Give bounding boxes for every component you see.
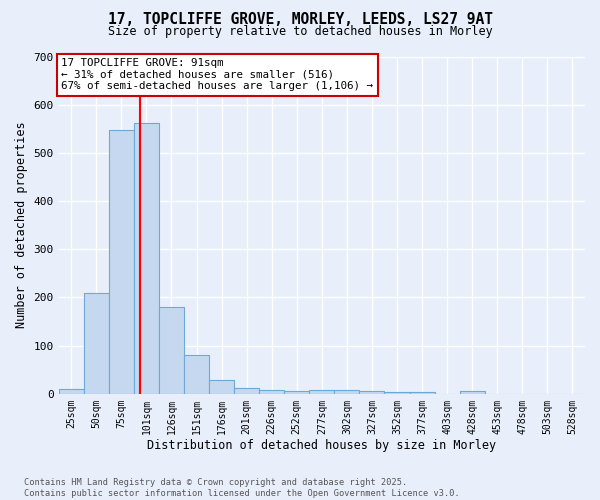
Bar — [310, 390, 334, 394]
X-axis label: Distribution of detached houses by size in Morley: Distribution of detached houses by size … — [147, 440, 496, 452]
Bar — [209, 380, 234, 394]
Bar — [59, 389, 84, 394]
Bar — [134, 122, 159, 394]
Bar — [410, 392, 434, 394]
Text: 17 TOPCLIFFE GROVE: 91sqm
← 31% of detached houses are smaller (516)
67% of semi: 17 TOPCLIFFE GROVE: 91sqm ← 31% of detac… — [61, 58, 373, 92]
Y-axis label: Number of detached properties: Number of detached properties — [15, 122, 28, 328]
Bar — [460, 392, 485, 394]
Bar — [284, 392, 310, 394]
Text: 17, TOPCLIFFE GROVE, MORLEY, LEEDS, LS27 9AT: 17, TOPCLIFFE GROVE, MORLEY, LEEDS, LS27… — [107, 12, 493, 28]
Bar — [385, 392, 410, 394]
Bar — [234, 388, 259, 394]
Bar — [259, 390, 284, 394]
Bar — [334, 390, 359, 394]
Bar — [184, 356, 209, 394]
Bar — [359, 392, 385, 394]
Bar — [84, 292, 109, 394]
Text: Contains HM Land Registry data © Crown copyright and database right 2025.
Contai: Contains HM Land Registry data © Crown c… — [24, 478, 460, 498]
Text: Size of property relative to detached houses in Morley: Size of property relative to detached ho… — [107, 25, 493, 38]
Bar — [109, 130, 134, 394]
Bar — [159, 307, 184, 394]
